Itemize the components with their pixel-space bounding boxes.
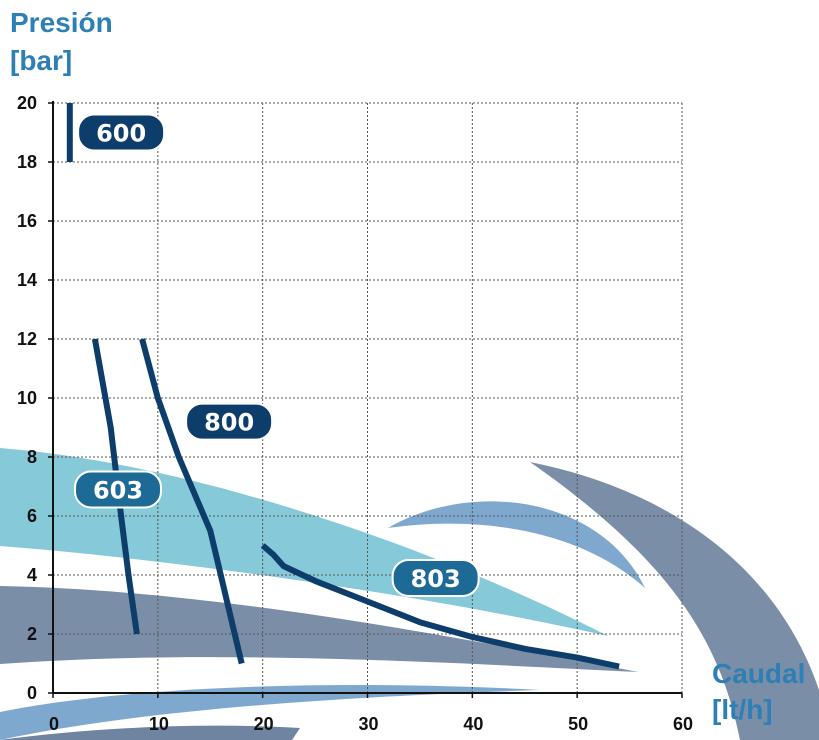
series-badge-label-600: 600 xyxy=(96,120,146,148)
x-tick-label-20: 20 xyxy=(254,714,274,734)
y-tick-label-18: 18 xyxy=(17,152,37,172)
x-tick-label-50: 50 xyxy=(568,714,588,734)
series-badge-label-800: 800 xyxy=(204,409,254,437)
series-line-603 xyxy=(91,338,140,635)
series-badge-803: 803 xyxy=(391,558,480,597)
x-axis-title: Caudal [lt/h] xyxy=(712,656,805,728)
series-labels: 600 603 800 803 xyxy=(73,113,480,597)
y-tick-label-0: 0 xyxy=(27,683,37,703)
y-tick-label-12: 12 xyxy=(17,329,37,349)
series-line-800 xyxy=(139,338,245,665)
x-axis-title-line-1: Caudal xyxy=(712,658,806,689)
series-badge-bg-803 xyxy=(391,558,480,597)
y-tick-label-10: 10 xyxy=(17,388,37,408)
y-tick-label-20: 20 xyxy=(17,93,37,113)
y-axis-title-line-2: [bar] xyxy=(10,45,73,76)
series-badge-bg-800 xyxy=(185,402,274,441)
series-line-803 xyxy=(260,543,620,670)
x-tick-label-0: 0 xyxy=(49,714,59,734)
x-tick-label-40: 40 xyxy=(463,714,483,734)
y-tick-label-16: 16 xyxy=(17,211,37,231)
y-axis-title: Presión [bar] xyxy=(10,4,113,80)
y-tick-label-4: 4 xyxy=(27,565,37,585)
swoosh-blue-bottom xyxy=(0,685,540,740)
swoosh-slate-lower xyxy=(0,586,638,672)
x-tick-label-60: 60 xyxy=(673,714,693,734)
series-badge-603: 603 xyxy=(73,470,162,509)
series-badge-label-803: 803 xyxy=(411,565,461,593)
series-badge-bg-603 xyxy=(73,470,162,509)
y-tick-label-2: 2 xyxy=(27,624,37,644)
series-badge-600: 600 xyxy=(77,113,166,152)
x-tick-label-30: 30 xyxy=(358,714,378,734)
series-lines xyxy=(66,103,620,670)
swoosh-blue-upper xyxy=(388,501,645,588)
swoosh-slate-large xyxy=(530,462,819,740)
series-badge-label-603: 603 xyxy=(93,476,143,504)
tick-labels: 0 2 4 6 8 10 12 14 16 18 20 0 10 20 30 40 50 60 xyxy=(17,93,693,734)
y-axis-title-line-1: Presión xyxy=(10,7,113,38)
swoosh-slate-bottom xyxy=(0,725,300,740)
series-badge-bg-600 xyxy=(77,113,166,152)
y-tick-label-14: 14 xyxy=(17,270,37,290)
y-tick-label-6: 6 xyxy=(27,506,37,526)
axes xyxy=(48,101,683,698)
series-badge-800: 800 xyxy=(185,402,274,441)
y-tick-label-8: 8 xyxy=(27,447,37,467)
x-axis-title-line-2: [lt/h] xyxy=(712,694,773,725)
x-tick-label-10: 10 xyxy=(149,714,169,734)
